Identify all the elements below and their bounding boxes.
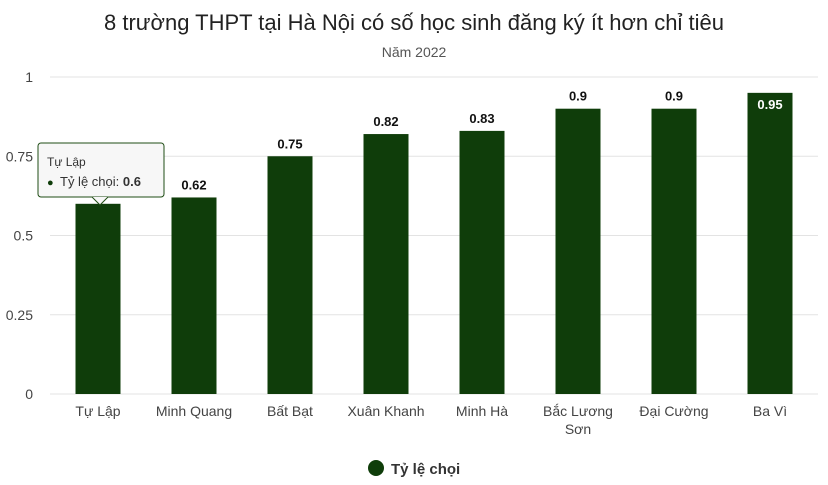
legend-label: Tỷ lệ chọi	[391, 461, 460, 478]
x-tick-label-line: Sơn	[565, 421, 591, 437]
data-label: 0.75	[277, 136, 302, 151]
bar[interactable]	[75, 203, 121, 394]
x-tick-label: Đại Cường	[639, 403, 708, 419]
x-tick-label-line: Đại Cường	[639, 403, 708, 419]
bar[interactable]	[459, 130, 505, 394]
data-label: 0.95	[757, 97, 782, 112]
tooltip-bullet: ●	[47, 177, 54, 189]
x-tick-label-line: Bất Bạt	[267, 403, 313, 419]
tooltip: Tự Lập ● Tỷ lệ chọi: 0.6	[37, 142, 165, 206]
tooltip-series-name: Tỷ lệ chọi	[60, 174, 116, 189]
x-tick-label: Minh Hà	[456, 403, 508, 419]
data-label: 0.83	[469, 111, 494, 126]
data-label: 0.9	[665, 89, 683, 104]
tooltip-title: Tự Lập	[47, 155, 86, 169]
y-tick-label: 0	[25, 386, 33, 402]
x-tick-label: Ba Vì	[753, 403, 787, 419]
x-tick-label-line: Minh Quang	[156, 403, 232, 419]
y-tick-label: 0.5	[14, 228, 34, 244]
x-tick-label-line: Ba Vì	[753, 403, 787, 419]
y-tick-label: 0.75	[6, 148, 33, 164]
bar[interactable]	[363, 134, 409, 394]
bar[interactable]	[555, 108, 601, 394]
x-tick-label: Tự Lập	[75, 403, 120, 419]
chart-title: 8 trường THPT tại Hà Nội có số học sinh …	[104, 10, 724, 35]
y-axis: 0 0.25 0.5 0.75 1	[6, 69, 33, 402]
bars	[75, 92, 793, 394]
tooltip-pointer	[91, 196, 109, 206]
bar[interactable]	[651, 108, 697, 394]
x-tick-label-line: Bắc Lương	[543, 403, 613, 419]
x-tick-label-line: Minh Hà	[456, 403, 508, 419]
chart-subtitle: Năm 2022	[382, 44, 447, 60]
bar[interactable]	[267, 156, 313, 394]
bar[interactable]	[171, 197, 217, 394]
grid	[50, 76, 818, 395]
x-tick-label-line: Tự Lập	[75, 403, 120, 419]
x-tick-label-line: Xuân Khanh	[347, 403, 424, 419]
x-tick-label: Bắc Lương Sơn	[543, 403, 613, 437]
data-label: 0.82	[373, 114, 398, 129]
x-tick-label: Bất Bạt	[267, 403, 313, 419]
bar[interactable]	[747, 92, 793, 394]
x-tick-label: Xuân Khanh	[347, 403, 424, 419]
legend-marker	[368, 460, 384, 476]
data-label: 0.9	[569, 89, 587, 104]
x-tick-label: Minh Quang	[156, 403, 232, 419]
x-axis: Tự Lập Minh Quang Bất Bạt Xuân Khanh Minh Hà…	[75, 403, 787, 437]
tooltip-colon: :	[116, 174, 123, 189]
y-tick-label: 1	[25, 69, 33, 85]
y-tick-label: 0.25	[6, 307, 33, 323]
tooltip-series-line: Tỷ lệ chọi: 0.6	[60, 174, 141, 189]
data-label: 0.62	[181, 177, 206, 192]
legend[interactable]: Tỷ lệ chọi	[368, 460, 460, 478]
tooltip-value: 0.6	[123, 174, 141, 189]
